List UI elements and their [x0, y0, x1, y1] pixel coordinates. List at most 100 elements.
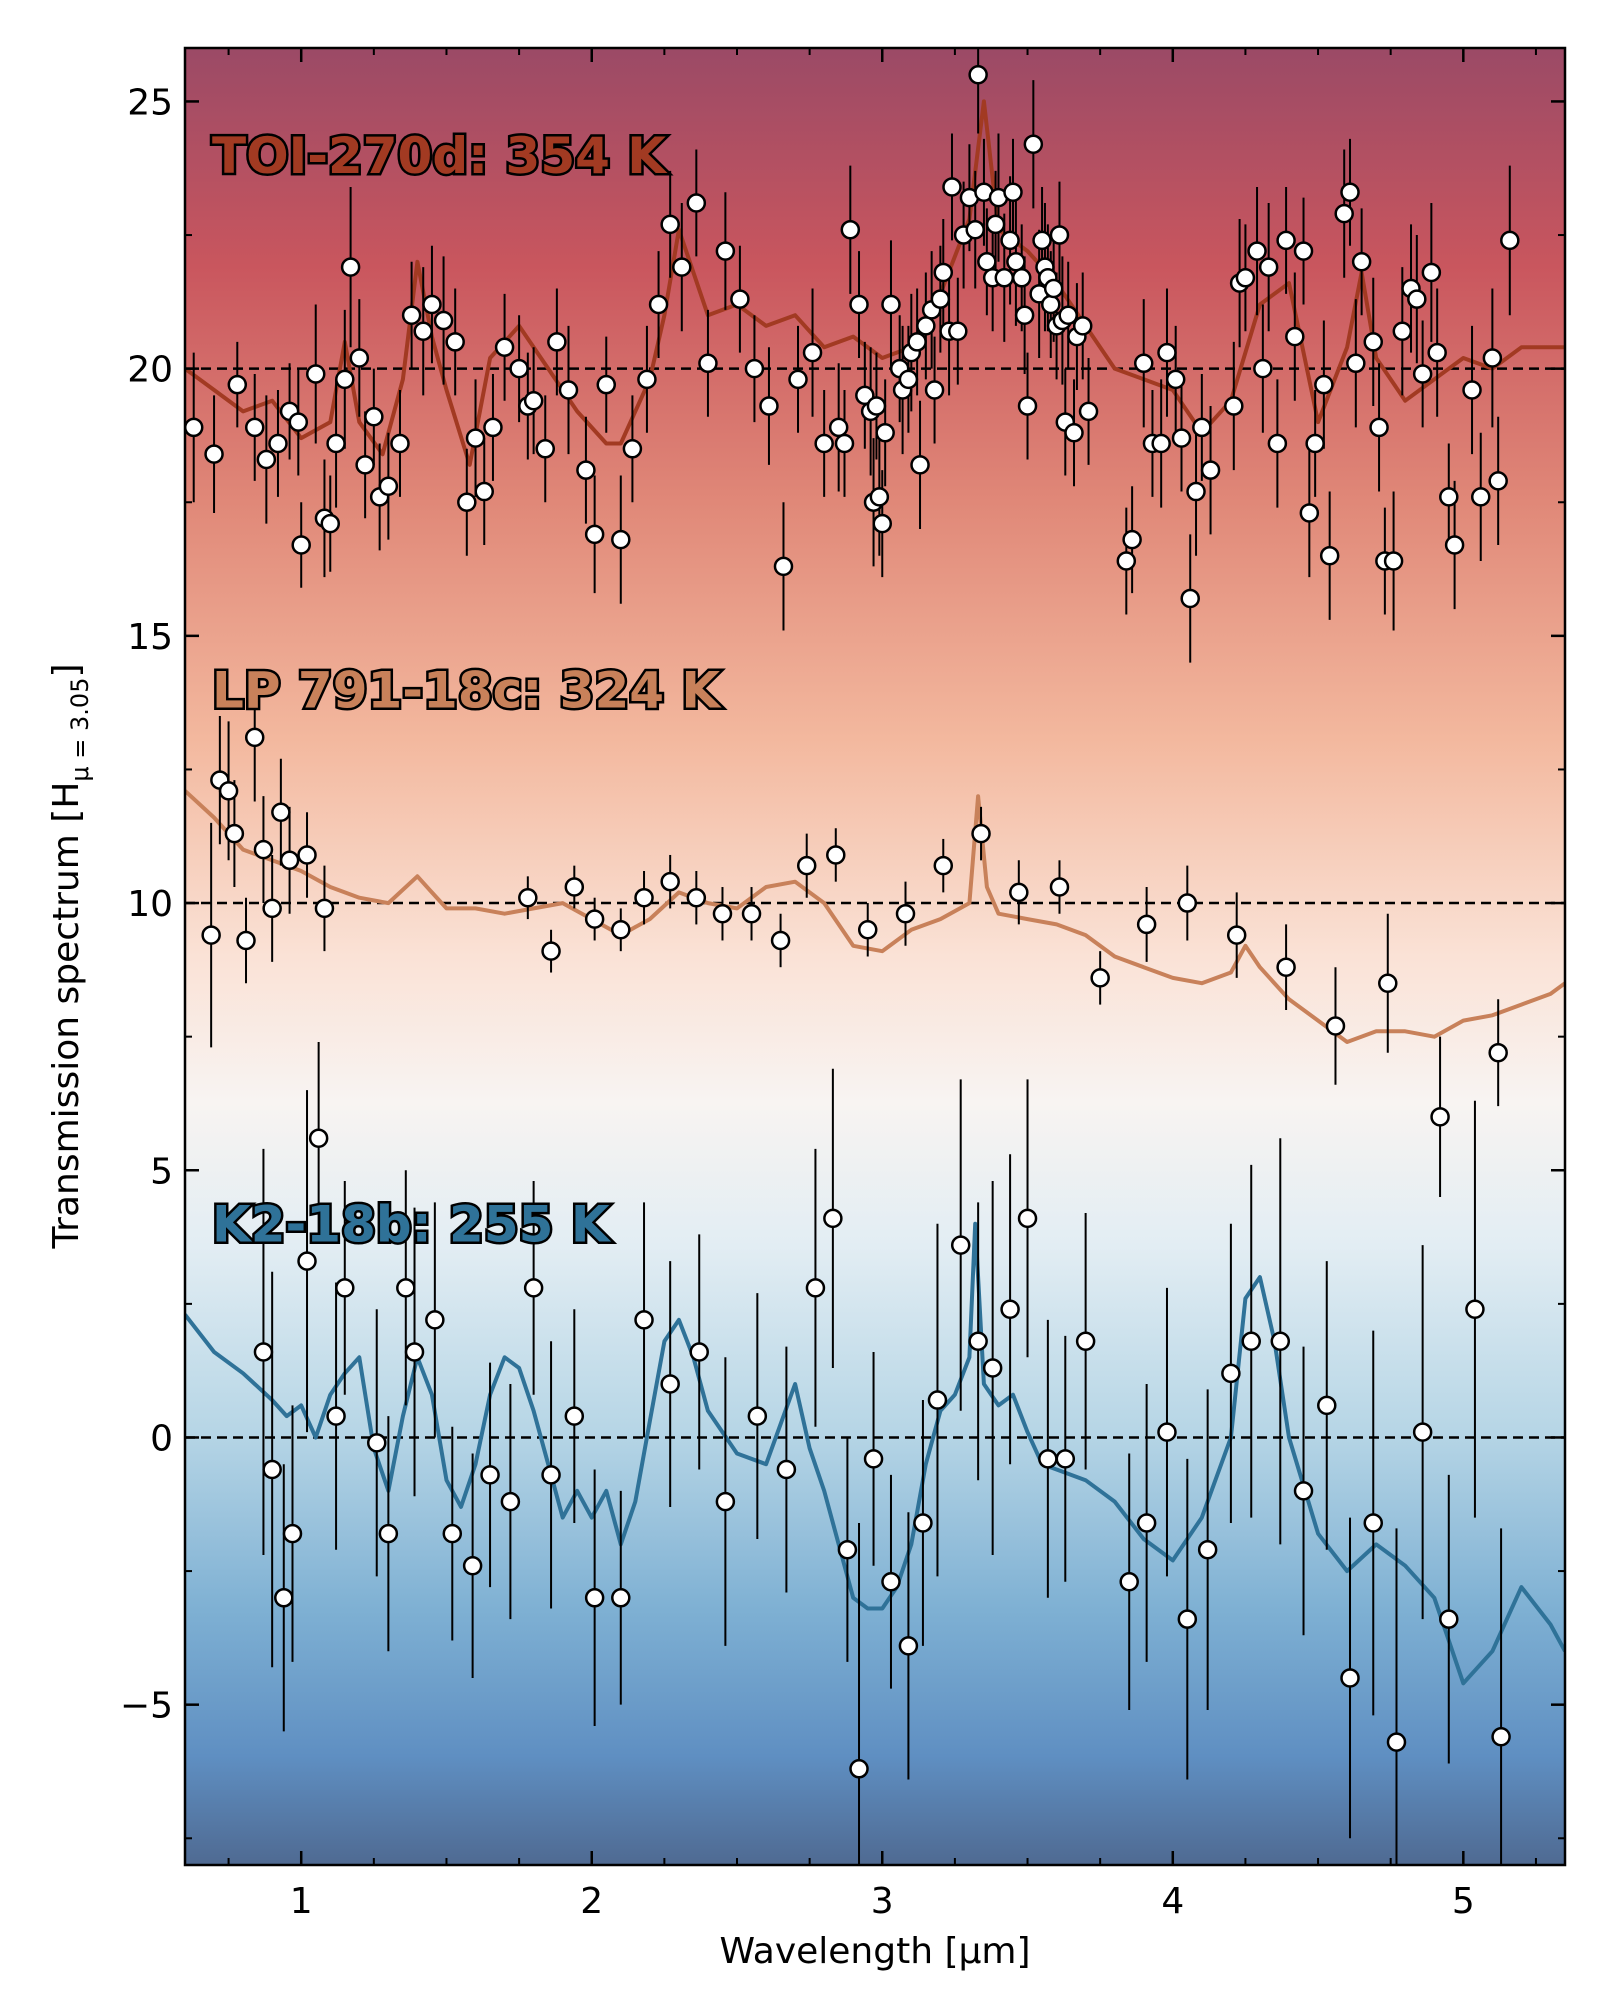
data-point	[686, 887, 707, 908]
data-point	[1177, 1609, 1198, 1629]
data-point	[558, 380, 579, 400]
data-point	[881, 294, 901, 315]
data-point	[1430, 1107, 1450, 1127]
data-point	[1221, 1363, 1241, 1384]
data-point	[672, 257, 692, 277]
data-point	[288, 412, 309, 432]
data-point	[320, 513, 341, 534]
data-point	[253, 1342, 274, 1362]
data-point	[1200, 460, 1221, 480]
data-point	[1500, 230, 1520, 251]
data-point	[584, 1588, 605, 1608]
data-point	[1340, 1668, 1360, 1688]
data-point	[796, 855, 817, 876]
data-point	[1439, 487, 1459, 507]
data-point	[335, 369, 355, 390]
x-tick-label: 3	[871, 1881, 894, 1922]
data-point	[262, 898, 282, 919]
y-tick-label: 10	[127, 884, 173, 925]
data-point	[349, 348, 370, 368]
data-point	[1491, 1726, 1511, 1747]
data-point	[204, 444, 224, 464]
data-point	[933, 262, 954, 283]
data-point	[224, 823, 245, 844]
data-point	[849, 1759, 869, 1779]
data-point	[518, 887, 538, 908]
data-point	[840, 219, 861, 240]
data-point	[483, 417, 503, 438]
axis-ticks	[185, 48, 1565, 1865]
data-point	[1314, 374, 1334, 395]
data-point	[1319, 545, 1340, 566]
data-point	[1049, 225, 1070, 245]
data-point	[1058, 305, 1078, 325]
data-point	[422, 294, 442, 315]
data-point	[1386, 1732, 1407, 1752]
data-point	[1136, 914, 1157, 935]
y-tick-label: 15	[127, 617, 173, 658]
data-point	[1017, 1208, 1038, 1229]
data-point	[1253, 358, 1273, 379]
data-point	[1122, 529, 1142, 550]
data-point	[523, 1278, 544, 1298]
data-point	[826, 845, 846, 865]
data-point	[1090, 968, 1110, 988]
data-point	[913, 1513, 933, 1533]
data-point	[1383, 551, 1404, 571]
data-point	[584, 909, 605, 929]
data-point	[1444, 535, 1465, 555]
data-point	[1000, 1299, 1020, 1319]
data-point	[268, 433, 288, 454]
data-point	[1293, 1481, 1314, 1501]
data-point	[933, 855, 954, 876]
data-point	[1000, 230, 1020, 251]
data-point	[1465, 1299, 1485, 1319]
data-point	[715, 241, 736, 261]
data-point	[872, 513, 893, 534]
data-point	[1017, 396, 1038, 416]
data-point	[1276, 230, 1296, 251]
data-point	[1241, 1331, 1261, 1352]
series-label-k2-18b: K2-18b: 255 K	[212, 1196, 612, 1254]
data-point	[364, 406, 384, 427]
data-point	[1369, 417, 1389, 438]
data-point	[637, 369, 657, 390]
data-point	[244, 417, 265, 438]
data-point	[1165, 369, 1186, 390]
x-axis-title: Wavelength [μm]	[719, 1931, 1030, 1972]
data-point	[326, 1406, 346, 1426]
data-point	[910, 455, 930, 475]
data-point	[340, 257, 361, 277]
data-point	[1488, 471, 1508, 491]
data-point	[948, 321, 968, 341]
data-point	[1305, 433, 1325, 454]
data-point	[776, 1459, 797, 1480]
data-point	[305, 364, 326, 384]
data-point	[1197, 1539, 1218, 1560]
data-point	[1151, 433, 1171, 454]
data-point	[1462, 380, 1482, 400]
data-point	[770, 930, 791, 951]
data-point	[185, 417, 204, 438]
data-point	[413, 321, 433, 341]
data-point	[282, 1523, 303, 1544]
data-point	[1412, 364, 1433, 384]
data-point	[1392, 321, 1413, 341]
data-point	[863, 1449, 884, 1469]
plot-frame	[183, 46, 1567, 1867]
data-point	[547, 332, 567, 352]
data-point	[564, 877, 585, 897]
data-point	[271, 802, 291, 822]
data-point	[335, 1278, 355, 1298]
data-point	[994, 268, 1015, 288]
data-point	[686, 193, 707, 213]
data-points	[185, 64, 1520, 1779]
data-point	[1157, 342, 1177, 363]
data-point	[741, 903, 762, 924]
data-point	[596, 374, 617, 395]
y-axis-title-subscript: μ = 3.05	[66, 678, 94, 782]
data-point	[747, 1406, 768, 1426]
data-point	[541, 1465, 561, 1485]
data-point	[869, 487, 890, 507]
data-point	[326, 433, 346, 454]
